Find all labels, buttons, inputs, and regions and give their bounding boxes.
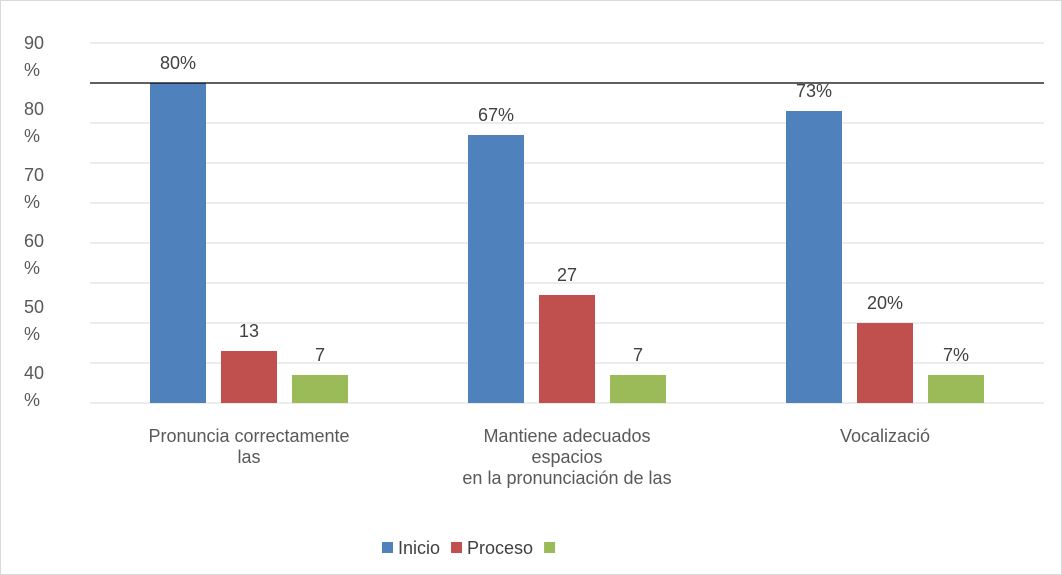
bar: [468, 135, 524, 403]
data-label: 67%: [478, 105, 514, 125]
data-label: 7: [633, 345, 643, 365]
data-label: 7: [315, 345, 325, 365]
y-tick-label: 50 %: [24, 297, 45, 344]
bar: [857, 323, 913, 403]
y-tick-label: 60 %: [24, 231, 45, 278]
bar: [292, 375, 348, 403]
y-tick-label: 90 %: [24, 33, 45, 80]
data-label: 13: [239, 321, 259, 341]
legend-swatch: [451, 542, 463, 553]
x-tick-label: Vocalizació: [839, 426, 931, 446]
x-tick-label: Pronuncia correctamente las: [148, 426, 350, 467]
legend-swatch: [382, 542, 393, 553]
bar: [610, 375, 666, 403]
y-tick-label: 70 %: [24, 165, 45, 212]
data-label: 80%: [160, 53, 196, 73]
data-label: 20%: [867, 293, 903, 313]
data-label: 7%: [943, 345, 969, 365]
y-tick-label: 40 %: [24, 363, 45, 410]
y-tick-label: 80 %: [24, 99, 45, 146]
bar: [786, 111, 842, 403]
x-tick-label: Mantiene adecuados espacios en la pronun…: [462, 426, 672, 488]
legend-label: Inicio: [398, 538, 440, 558]
bar: [150, 83, 206, 403]
bar: [539, 295, 595, 403]
legend-label: Proceso: [467, 538, 533, 558]
legend-swatch: [544, 542, 556, 553]
data-label: 27: [557, 265, 577, 285]
bar: [928, 375, 984, 403]
bar: [221, 351, 277, 403]
data-label: 73%: [796, 81, 832, 101]
